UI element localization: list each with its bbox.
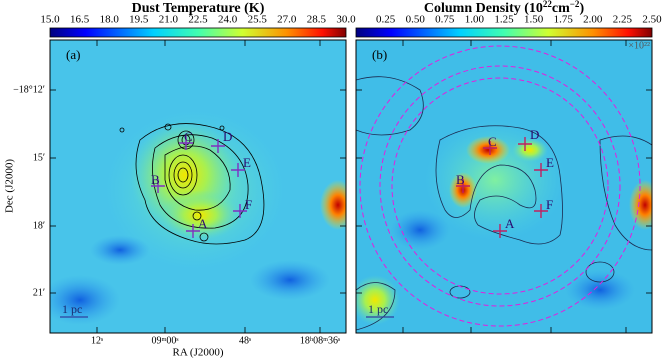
source-label: C [488, 134, 497, 149]
colorbar-tick-label: 19.5 [129, 14, 149, 26]
colorbar-tick-label: 28.5 [307, 14, 327, 26]
source-marker [534, 204, 548, 218]
x-tick-label: 09ᵐ00ˢ [151, 335, 178, 346]
source-label: F [245, 197, 252, 212]
scale-bar-label: 1 pc [62, 302, 82, 316]
source-label: B [456, 172, 465, 187]
panel-title: Column Density (1022cm−2) [424, 0, 585, 16]
source-marker [211, 139, 225, 153]
source-marker [151, 179, 165, 193]
x-tick-label: 48ˢ [239, 335, 251, 346]
colorbar-tick-label: 1.25 [494, 14, 514, 26]
colorbar-tick-label: 0.50 [406, 14, 426, 26]
colorbar-tick-label: 1.50 [524, 14, 544, 26]
colorbar-tick-label: 21.0 [159, 14, 179, 26]
frames [49, 39, 653, 334]
colorbar-tick-label: 15.0 [40, 14, 60, 26]
source-label: C [184, 129, 193, 144]
colorbar-tick-label: 1.00 [465, 14, 485, 26]
colorbar-tick-label: 22.5 [188, 14, 208, 26]
colorbar-tick-label: 27.0 [277, 14, 297, 26]
y-tick-label: 15′ [33, 152, 45, 163]
colorbar-tick-label: 2.25 [613, 14, 633, 26]
source-label: A [505, 216, 515, 231]
source-marker [534, 163, 548, 177]
colorbar-tick-label: 25.5 [248, 14, 268, 26]
panel-label: (b) [372, 47, 387, 62]
y-axis-label: Dec (J2000) [4, 159, 16, 213]
x-tick-label: 18ʰ08ᵐ36ˢ [300, 335, 340, 346]
column-density-map [356, 40, 652, 333]
source-label: E [546, 155, 554, 170]
source-marker [186, 224, 200, 238]
colorbar-tick-label: 24.0 [218, 14, 238, 26]
panel-label: (a) [66, 47, 80, 62]
colorbar-tick-label: 30.0 [336, 14, 356, 26]
colorbar-tick-label: 1.75 [554, 14, 574, 26]
source-label: D [530, 127, 539, 142]
panel-title: Dust Temperature (K) [132, 1, 265, 16]
source-marker [231, 163, 245, 177]
colorbar-tick-label: 2.00 [583, 14, 603, 26]
source-label: E [243, 155, 251, 170]
source-marker [483, 141, 497, 155]
y-tick-label: 21′ [33, 287, 45, 298]
multiplier: ×10²² [628, 40, 650, 51]
colorbar-tick-label: 2.50 [642, 14, 662, 26]
x-tick-label: 12ˢ [91, 335, 103, 346]
source-label: D [223, 129, 232, 144]
source-marker [233, 204, 247, 218]
source-label: F [546, 197, 553, 212]
source-label: B [151, 172, 160, 187]
y-tick-label: 18′ [33, 220, 45, 231]
colorbar-tick-label: 0.25 [376, 14, 396, 26]
source-marker [179, 136, 193, 150]
axis-ticks [50, 40, 652, 333]
y-tick-label: −18°12′ [13, 84, 45, 95]
colorbar-tick-label: 16.5 [70, 14, 90, 26]
scale-bar-label: 1 pc [368, 302, 388, 316]
source-marker [493, 224, 507, 238]
x-axis-label: RA (J2000) [172, 347, 223, 359]
source-marker [456, 179, 470, 193]
source-label: A [198, 216, 208, 231]
colorbar-tick-label: 18.0 [100, 14, 120, 26]
colorbars [49, 27, 653, 38]
source-marker [518, 137, 532, 151]
temperature-map [50, 40, 346, 333]
colorbar-tick-label: 0.75 [435, 14, 455, 26]
